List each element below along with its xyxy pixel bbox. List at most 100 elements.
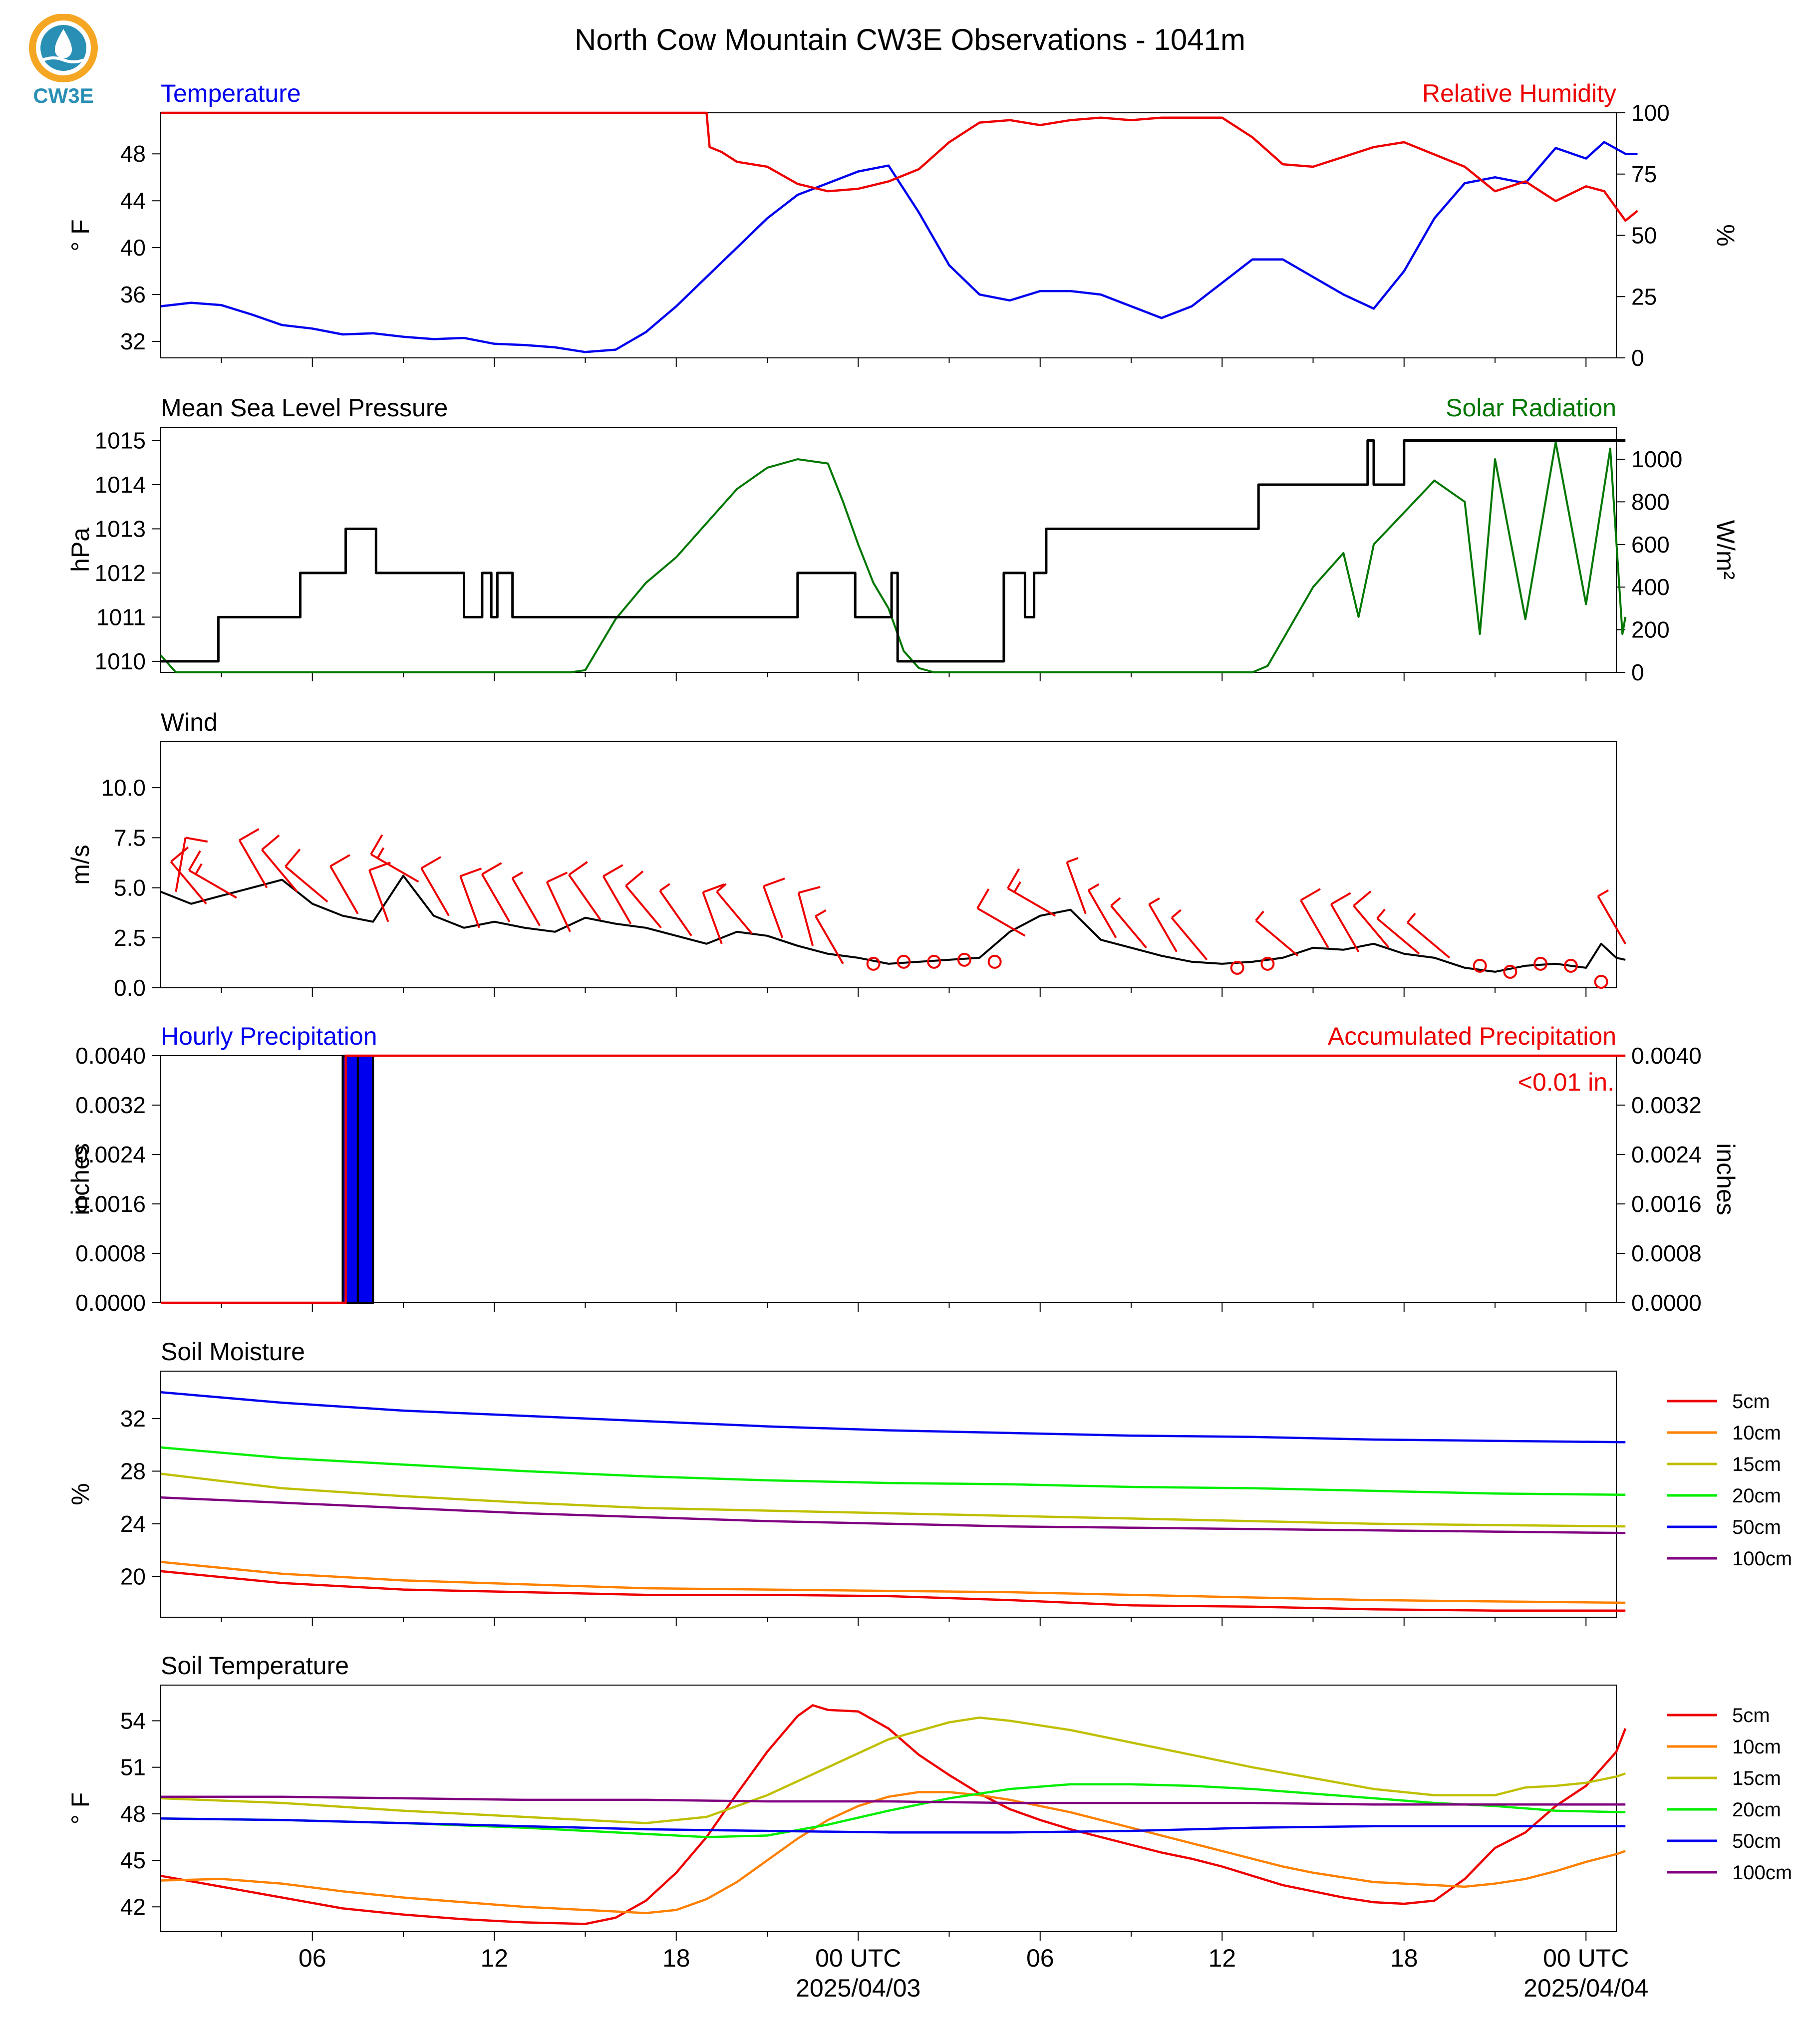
wind-barb-feather: [1376, 908, 1386, 919]
wind-barb-shaft: [568, 874, 602, 920]
soil_temp-y-tick-label-left: 42: [120, 1894, 146, 1920]
wind-y-tick-label-left: 5.0: [114, 875, 146, 901]
soil_moisture-legend-label: 10cm: [1732, 1422, 1781, 1444]
soil_temp-legend-label: 5cm: [1732, 1705, 1770, 1727]
precip-y-tick-label-right: 0.0032: [1631, 1092, 1702, 1118]
wind-barb-shaft: [188, 869, 237, 899]
precip-total-annotation: <0.01 in.: [1518, 1068, 1614, 1096]
wind-barb: [459, 868, 482, 928]
wind-barb-calm: [866, 956, 881, 971]
wind-barb-shaft: [815, 915, 844, 964]
temp_rh-ylabel-right: %: [1712, 224, 1740, 246]
wind-barb-feather: [1110, 897, 1121, 907]
wind-barb-shaft: [797, 892, 814, 946]
wind-barb-calm: [987, 954, 1002, 969]
wind-barb-feather: [625, 870, 644, 887]
wind-frame: [160, 741, 1617, 988]
soil_moisture-ylabel-left: %: [66, 1483, 94, 1505]
soil_moisture-legend-label: 20cm: [1732, 1485, 1781, 1507]
wind-barb: [261, 834, 298, 892]
series-relative-humidity: [161, 111, 1638, 222]
soil_moisture-legend-label: 50cm: [1732, 1516, 1781, 1538]
precip-title-left: Hourly Precipitation: [161, 1022, 377, 1050]
wind-barb-calm: [1260, 956, 1275, 971]
x-tick-label: 18: [662, 1944, 690, 1972]
temp_rh-y-tick-label-right: 0: [1631, 345, 1644, 371]
wind-barb-calm: [1594, 974, 1608, 989]
wind-barb-shaft: [1376, 917, 1420, 955]
wind-barb-shaft: [602, 875, 632, 924]
wind-barb-feather: [1149, 897, 1160, 905]
soil_temp-legend-label: 50cm: [1732, 1830, 1781, 1852]
figure-title: North Cow Mountain CW3E Observations - 1…: [575, 23, 1245, 56]
temp_rh-frame: [160, 112, 1617, 358]
wind-barb-feather: [481, 862, 502, 875]
series-soil-moisture-50cm: [160, 1391, 1626, 1444]
wind-barb-feather: [1353, 890, 1372, 907]
soil_moisture-legend-label: 5cm: [1732, 1391, 1770, 1413]
precip-ylabel-right: inches: [1712, 1143, 1740, 1215]
temp_rh-y-tick-label-left: 40: [120, 235, 146, 261]
pressure_solar-y-tick-label-left: 1010: [95, 648, 146, 674]
wind-barb-feather: [512, 871, 524, 879]
series-soil-temperature-50cm: [160, 1817, 1626, 1834]
wind-barb-calm: [897, 954, 911, 969]
soil_temp-legend-label: 10cm: [1732, 1736, 1781, 1758]
precip-y-tick-label-left: 0.0000: [75, 1290, 146, 1316]
wind-title-left: Wind: [161, 708, 218, 736]
pressure_solar-ylabel-left: hPa: [66, 528, 94, 572]
wind-barb: [1171, 909, 1208, 961]
wind-barb: [976, 888, 1026, 937]
wind-barb: [625, 870, 662, 929]
temp_rh-y-tick-label-right: 25: [1631, 284, 1657, 309]
temp_rh-y-tick-label-right: 75: [1631, 161, 1657, 187]
series-wind-speed: [160, 874, 1626, 973]
wind-barb-shaft: [285, 866, 328, 903]
series-soil-temperature-20cm: [160, 1783, 1626, 1838]
wind-barb-shaft: [481, 873, 511, 922]
x-tick-label: 12: [1208, 1944, 1236, 1972]
cw3e-logo: CW3E: [29, 14, 98, 107]
temp_rh-ylabel-left: ° F: [66, 219, 94, 251]
soil_temp-ylabel-left: ° F: [66, 1792, 94, 1824]
wind-barb-calm: [957, 952, 971, 967]
precip-y-tick-label-left: 0.0008: [75, 1240, 146, 1266]
wind-barb: [238, 828, 268, 888]
wind-barb-shaft: [762, 885, 784, 938]
series-mean-sea-level-pressure: [161, 439, 1626, 663]
x-tick-label: 00 UTC: [815, 1944, 901, 1972]
wind-barb: [602, 864, 632, 924]
temp_rh-title-right: Relative Humidity: [1422, 79, 1616, 107]
wind-barb-shaft: [459, 875, 480, 928]
series-soil-moisture-5cm: [160, 1570, 1626, 1612]
wind-barb-feather: [815, 909, 827, 917]
wind-barb-calm: [1473, 958, 1487, 973]
series-soil-moisture-10cm: [160, 1561, 1626, 1604]
wind-barb-shaft: [659, 890, 692, 936]
precip-frame: [160, 1055, 1617, 1303]
wind-barb-feather: [1066, 857, 1079, 864]
wind-barb: [1087, 883, 1117, 938]
water-drop-icon: [55, 29, 72, 58]
series-soil-temperature-5cm: [160, 1704, 1627, 1925]
x-tick-label: 12: [480, 1944, 508, 1972]
wind-barb-feather: [1013, 881, 1021, 893]
soil_moisture-legend-label: 15cm: [1732, 1453, 1781, 1475]
temp_rh-y-tick-label-right: 100: [1631, 100, 1670, 126]
series-soil-temperature-100cm: [161, 1795, 1626, 1806]
wind-barb-feather: [603, 864, 623, 877]
pressure_solar-y-tick-label-left: 1014: [95, 472, 146, 498]
wind-barb-calm: [927, 954, 941, 969]
wind-barb-feather: [702, 883, 725, 893]
precip-ylabel-left: inches: [66, 1143, 94, 1215]
wind-y-tick-label-left: 10.0: [101, 775, 146, 801]
wind-barb-feather: [185, 837, 208, 843]
x-tick-label: 18: [1390, 1944, 1418, 1972]
pressure_solar-title-right: Solar Radiation: [1446, 394, 1616, 422]
series-temperature: [160, 141, 1638, 353]
wind-barb-feather: [329, 854, 350, 868]
soil_moisture-title-left: Soil Moisture: [161, 1338, 305, 1366]
precip-y-tick-label-right: 0.0040: [1631, 1043, 1702, 1069]
soil_temp-y-tick-label-left: 48: [120, 1801, 146, 1827]
logo-wave: [42, 56, 85, 63]
